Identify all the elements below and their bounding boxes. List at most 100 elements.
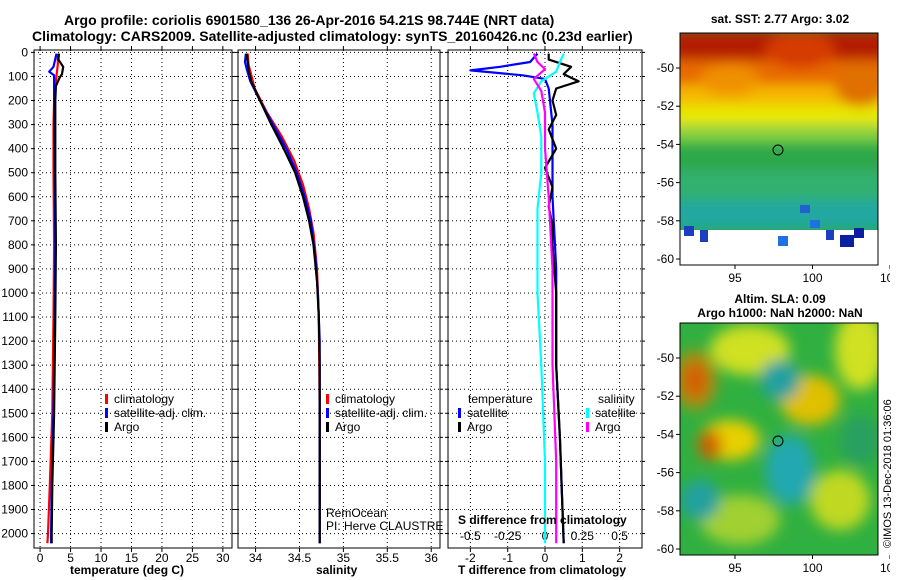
x-tick-label: -1 [502, 551, 513, 565]
y-tick-label: 1100 [2, 310, 28, 324]
sla-map-frame [679, 322, 879, 556]
legend-swatch-argo [105, 422, 108, 432]
x-tick-label-salinity: 0.25 [571, 529, 595, 543]
temperature-xlabel: temperature (deg C) [70, 563, 185, 577]
diff-salinity-legend: salinity satellite Argo [586, 392, 636, 434]
y-tick-label: 300 [8, 118, 28, 132]
y-tick-label: 2000 [1, 527, 28, 541]
y-tick-label: 700 [8, 214, 28, 228]
x-tick-label: 36 [425, 551, 439, 565]
map-y-tick-label: -52 [657, 389, 675, 403]
y-tick-label: 100 [8, 69, 28, 83]
sst-map: -50 -52 -54 -56 -58 -60 95 100 105 [657, 32, 890, 285]
sst-map-title: sat. SST: 2.77 Argo: 3.02 [710, 12, 850, 26]
legend-argo: Argo [335, 420, 361, 434]
sla-map-title-1: Altim. SLA: 0.09 [734, 292, 826, 306]
y-tick-label: 1800 [1, 478, 28, 492]
legend-swatch-s-argo [586, 422, 589, 432]
panel-frame [237, 49, 441, 549]
map-x-tick-label: 105 [880, 271, 890, 285]
map-y-tick-label: -60 [657, 252, 675, 266]
x-tick-label: 0 [542, 551, 549, 565]
legend-argo: Argo [114, 420, 140, 434]
y-tick-label: 1000 [1, 286, 28, 300]
float-credit: RemOcean PI: Herve CLAUSTRE [326, 507, 443, 533]
map-x-tick-label: 100 [802, 561, 822, 575]
x-tick-label-salinity: 0.5 [611, 529, 628, 543]
title-line-2: Climatology: CARS2009. Satellite-adjuste… [32, 28, 633, 44]
y-tick-label: 1200 [1, 334, 28, 348]
y-tick-label: 900 [8, 262, 28, 276]
y-tick-label: 1300 [1, 358, 28, 372]
map-y-tick-label: -58 [657, 214, 675, 228]
x-tick-label: 35.5 [376, 551, 400, 565]
difference-panel: -2 -1 0 1 2-0.5 -0.25 0 0.25 0.5 [445, 46, 645, 565]
temperature-legend: climatology satellite-adj. clim. Argo [105, 392, 206, 434]
legend-swatch-t-satellite [458, 408, 461, 418]
legend-t-satellite: satellite [467, 406, 508, 420]
legend-s-satellite: satellite [595, 406, 636, 420]
series-line-argo [245, 53, 321, 544]
y-tick-label: 1600 [1, 430, 28, 444]
salinity-xlabel: salinity [316, 563, 358, 577]
x-tick-label-salinity: -0.5 [460, 529, 481, 543]
map-y-tick-label: -52 [657, 99, 675, 113]
legend-title-temperature: temperature [468, 392, 533, 406]
y-tick-label: 800 [8, 238, 28, 252]
argo-location-marker [772, 435, 784, 447]
map-y-tick-label: -58 [657, 504, 675, 518]
legend-swatch-climatology [105, 394, 108, 404]
y-tick-label: 1700 [1, 454, 28, 468]
sla-map: -50 -52 -54 -56 -58 -60 95 100 105 [657, 322, 890, 575]
y-tick-label: 200 [8, 94, 28, 108]
x-tick-label: 34 [249, 551, 263, 565]
x-tick-label: 0 [37, 551, 44, 565]
x-tick-label: 10 [94, 551, 108, 565]
y-tick-label: 500 [8, 166, 28, 180]
diff-temperature-legend: temperature satellite Argo [458, 392, 533, 434]
x-tick-label: -2 [465, 551, 476, 565]
map-y-tick-label: -56 [657, 466, 675, 480]
map-y-tick-label: -60 [657, 542, 675, 556]
legend-swatch-satellite [105, 408, 108, 418]
x-tick-label: 2 [616, 551, 623, 565]
legend-swatch-t-argo [458, 422, 461, 432]
x-tick-label: 34.5 [288, 551, 312, 565]
map-x-tick-label: 105 [880, 561, 890, 575]
legend-swatch-climatology [326, 394, 329, 404]
map-y-tick-label: -54 [657, 427, 675, 441]
legend-swatch-satellite [326, 408, 329, 418]
credit-project: RemOcean [326, 506, 387, 520]
legend-climatology: climatology [114, 392, 175, 406]
legend-satellite: satellite-adj. clim. [114, 406, 207, 420]
map-y-tick-label: -54 [657, 137, 675, 151]
y-tick-label: 0 [21, 45, 28, 59]
series-line-climatology [246, 53, 321, 544]
sst-map-frame [679, 32, 879, 266]
imos-stamp: ©IMOS 13-Dec-2018 01:36:06 [882, 399, 894, 548]
x-tick-label: 1 [579, 551, 586, 565]
credit-pi: PI: Herve CLAUSTRE [326, 519, 444, 533]
x-tick-label: 5 [67, 551, 74, 565]
legend-satellite: satellite-adj. clim. [335, 406, 428, 420]
legend-s-argo: Argo [595, 420, 621, 434]
y-tick-label: 1500 [1, 406, 28, 420]
map-x-tick-label: 100 [802, 271, 822, 285]
y-tick-label: 1900 [1, 503, 28, 517]
legend-swatch-argo [326, 422, 329, 432]
series-line-s-argo [532, 53, 558, 544]
y-tick-label: 600 [8, 190, 28, 204]
panel-frame [447, 49, 643, 549]
panel-frame [33, 49, 233, 549]
series-line-satellite-adj-clim- [243, 53, 321, 544]
series-line-s-satellite [532, 53, 565, 544]
argo-location-marker [772, 144, 784, 156]
series-line-argo [50, 53, 65, 544]
map-x-tick-label: 95 [728, 561, 742, 575]
x-tick-label: 30 [216, 551, 230, 565]
x-tick-label: 25 [186, 551, 200, 565]
y-tick-label: 400 [8, 142, 28, 156]
difference-xlabel-top: S difference from climatology [458, 513, 627, 527]
map-y-tick-label: -50 [657, 61, 675, 75]
salinity-legend: climatology satellite-adj. clim. Argo [326, 392, 427, 434]
